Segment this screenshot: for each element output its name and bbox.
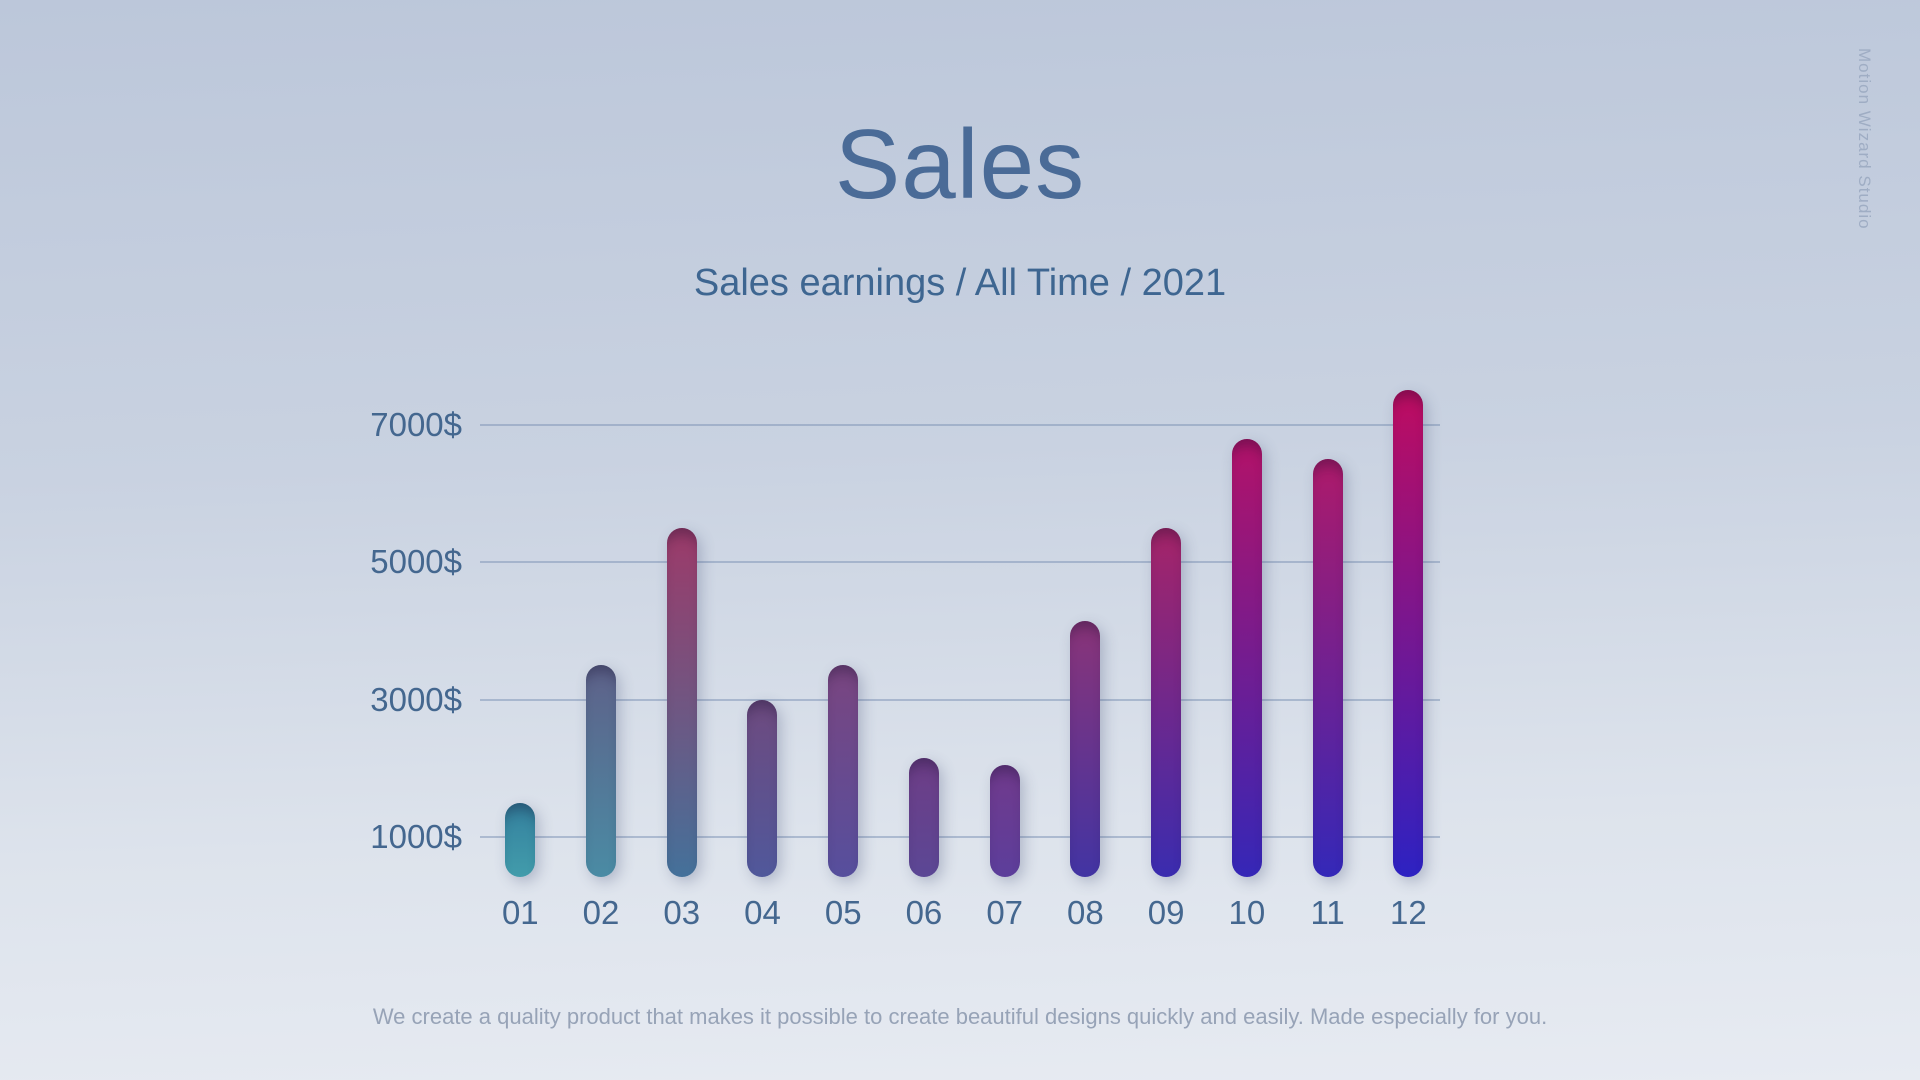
- month-label-02: 02: [582, 894, 620, 931]
- gridline-7000: [480, 423, 1440, 426]
- bar-03: [666, 527, 697, 877]
- bar-06: [908, 758, 939, 877]
- gridline-3000: [480, 698, 1440, 701]
- studio-watermark: Motion Wizard Studio: [1855, 48, 1874, 230]
- month-label-11: 11: [1310, 894, 1345, 931]
- month-label-10: 10: [1228, 894, 1266, 931]
- bar-02: [586, 665, 617, 877]
- month-label-01: 01: [501, 894, 539, 931]
- page-title: Sales: [834, 109, 1086, 219]
- month-label-12: 12: [1389, 894, 1427, 931]
- month-label-09: 09: [1147, 894, 1185, 931]
- page-subtitle: Sales earnings / All Time / 2021: [693, 262, 1227, 304]
- y-tick-label-5000: 5000$: [370, 543, 462, 581]
- month-label-07: 07: [986, 894, 1024, 931]
- y-tick-label-7000: 7000$: [370, 405, 462, 443]
- bar-08: [1070, 620, 1101, 877]
- gridline-5000: [480, 561, 1440, 564]
- month-label-05: 05: [824, 894, 862, 931]
- bar-05: [828, 665, 859, 877]
- bar-10: [1231, 438, 1262, 877]
- bar-04: [747, 699, 778, 877]
- y-tick-label-3000: 3000$: [370, 680, 462, 718]
- bar-12: [1393, 390, 1424, 877]
- bar-07: [989, 765, 1020, 877]
- footer-tagline: We create a quality product that makes i…: [372, 1004, 1548, 1029]
- y-tick-label-1000: 1000$: [370, 818, 462, 856]
- month-label-04: 04: [744, 894, 781, 931]
- gridline-1000: [480, 836, 1440, 839]
- bar-01: [505, 802, 536, 877]
- month-label-03: 03: [663, 894, 701, 931]
- month-label-06: 06: [905, 894, 943, 931]
- bar-11: [1312, 459, 1343, 877]
- month-label-08: 08: [1067, 894, 1104, 931]
- bar-09: [1151, 527, 1182, 877]
